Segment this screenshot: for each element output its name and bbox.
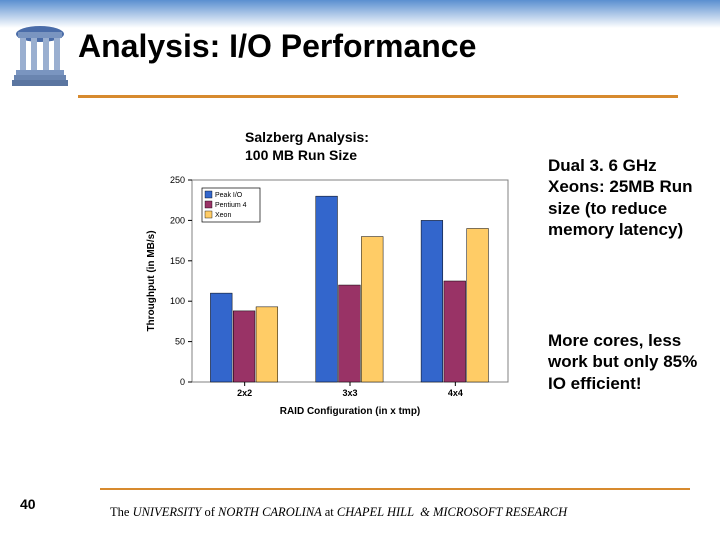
footer-text: The UNIVERSITY of NORTH CAROLINA at CHAP…	[110, 505, 567, 520]
footer-line	[100, 488, 690, 490]
bar-chart: 0 50 100 150 200 250 Throughput (in MB/s) 2x2 3x…	[140, 170, 520, 420]
chart-title-line2: 100 MB Run Size	[245, 147, 357, 163]
unc-well-logo	[10, 20, 70, 90]
title-underline	[78, 95, 678, 98]
svg-text:100: 100	[170, 296, 185, 306]
annotation-2: More cores, less work but only 85% IO ef…	[548, 330, 718, 394]
chart-title: Salzberg Analysis: 100 MB Run Size	[245, 128, 369, 164]
svg-text:Xeon: Xeon	[215, 212, 231, 219]
svg-text:150: 150	[170, 256, 185, 266]
annotation-1: Dual 3. 6 GHz Xeons: 25MB Run size (to r…	[548, 155, 713, 240]
svg-text:3x3: 3x3	[342, 388, 357, 398]
svg-text:Throughput (in MB/s): Throughput (in MB/s)	[146, 230, 157, 331]
slide-title: Analysis: I/O Performance	[78, 28, 476, 65]
svg-text:200: 200	[170, 215, 185, 225]
svg-text:2x2: 2x2	[237, 388, 252, 398]
svg-text:RAID Configuration (in x tmp): RAID Configuration (in x tmp)	[280, 406, 421, 417]
svg-text:250: 250	[170, 175, 185, 185]
svg-text:0: 0	[180, 377, 185, 387]
chart-title-line1: Salzberg Analysis:	[245, 129, 369, 145]
slide-number: 40	[20, 496, 36, 512]
svg-text:4x4: 4x4	[448, 388, 463, 398]
svg-text:Pentium 4: Pentium 4	[215, 202, 247, 209]
svg-text:50: 50	[175, 337, 185, 347]
svg-text:Peak I/O: Peak I/O	[215, 192, 243, 199]
